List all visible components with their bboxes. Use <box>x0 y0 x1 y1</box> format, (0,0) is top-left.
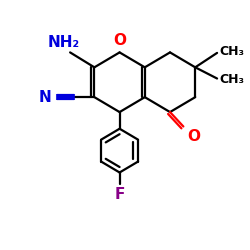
Text: CH₃: CH₃ <box>220 45 244 58</box>
Text: O: O <box>188 129 201 144</box>
Text: NH₂: NH₂ <box>48 35 80 50</box>
Text: F: F <box>114 188 125 202</box>
Text: CH₃: CH₃ <box>220 73 244 86</box>
Text: N: N <box>39 90 52 105</box>
Text: O: O <box>113 33 126 48</box>
